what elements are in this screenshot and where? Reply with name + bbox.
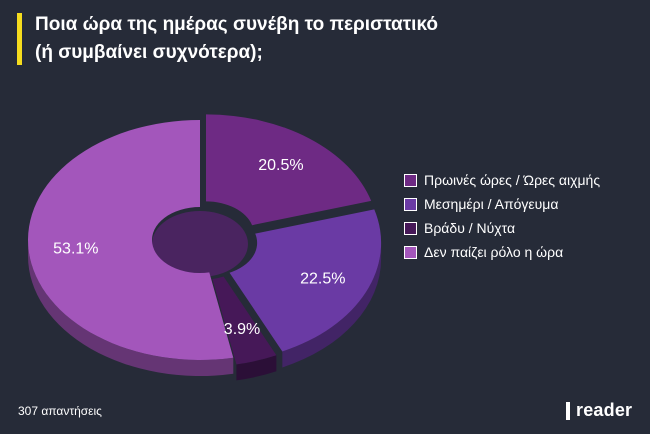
legend-label: Βράδυ / Νύχτα — [424, 220, 516, 236]
legend-item: Πρωινές ώρες / Ώρες αιχμής — [404, 168, 600, 192]
legend-label: Πρωινές ώρες / Ώρες αιχμής — [424, 172, 601, 188]
legend-item: Μεσημέρι / Απόγευμα — [404, 192, 600, 216]
slice-side — [28, 240, 234, 377]
slice-side — [236, 355, 277, 381]
legend-swatch — [404, 221, 417, 235]
data-label: 53.1% — [53, 240, 98, 257]
pie-slice — [206, 114, 372, 226]
data-label: 20.5% — [258, 157, 303, 174]
chart-legend: Πρωινές ώρες / Ώρες αιχμής Μεσημέρι / Απ… — [404, 168, 600, 264]
legend-item: Δεν παίζει ρόλο η ώρα — [404, 240, 600, 264]
slice-side — [282, 242, 382, 368]
brand-bar-icon — [566, 401, 570, 420]
data-label: 3.9% — [224, 321, 260, 338]
legend-swatch — [404, 245, 417, 259]
pie-slice — [28, 120, 234, 360]
legend-label: Δεν παίζει ρόλο η ώρα — [424, 244, 564, 260]
legend-item: Βράδυ / Νύχτα — [404, 216, 600, 240]
legend-label: Μεσημέρι / Απόγευμα — [424, 196, 559, 212]
legend-swatch — [404, 173, 417, 187]
title-accent-bar — [17, 13, 22, 65]
chart-title: Ποια ώρα της ημέρας συνέβη το περιστατικ… — [35, 11, 635, 67]
chart-title-line-2: (ή συμβαίνει συχνότερα); — [35, 42, 263, 63]
brand-text: reader — [576, 400, 633, 420]
pie-slice — [229, 209, 382, 352]
chart-title-line-1: Ποια ώρα της ημέρας συνέβη το περιστατικ… — [35, 14, 439, 35]
pie-slice — [212, 276, 277, 365]
brand-logo: reader — [566, 400, 632, 421]
data-label: 22.5% — [300, 271, 345, 288]
legend-swatch — [404, 197, 417, 211]
response-count: 307 απαντήσεις — [18, 404, 102, 418]
donut-hole-wall — [152, 211, 248, 277]
